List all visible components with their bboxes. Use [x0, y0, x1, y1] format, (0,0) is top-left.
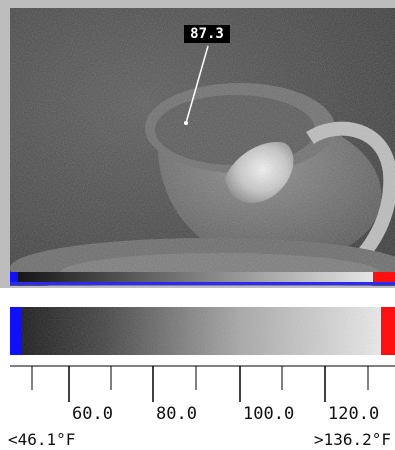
scale-noise: [10, 307, 395, 355]
scale-high-cap: [381, 307, 395, 355]
mini-scale-underline: [10, 282, 395, 285]
spot-temperature-label: 87.3: [184, 25, 230, 43]
tick-label-60: 60.0: [72, 404, 113, 424]
color-scale-graphic: [10, 307, 395, 355]
mini-color-scale: [10, 272, 395, 288]
thermal-scene: [10, 8, 395, 286]
tick-marks: [10, 365, 395, 402]
tick-label-80: 80.0: [156, 404, 197, 424]
mini-scale-gradient: [10, 272, 395, 282]
mini-scale-graphic: [10, 272, 395, 285]
scale-low-cap: [10, 307, 22, 355]
tick-label-100: 100.0: [243, 404, 295, 424]
thermal-image-frame: 87.3: [0, 0, 395, 288]
color-scale-bar: [10, 307, 395, 355]
scale-min-label: <46.1°F: [8, 430, 76, 449]
mini-scale-low-cap: [10, 272, 18, 282]
mini-scale-high-cap: [373, 272, 395, 282]
tick-label-120: 120.0: [328, 404, 380, 424]
scale-ticks: 60.0 80.0 100.0 120.0: [10, 362, 395, 424]
sensor-noise: [10, 8, 395, 286]
spot-pointer-line: [185, 45, 209, 124]
thermal-image: [10, 8, 395, 286]
spot-pointer-dot: [184, 121, 188, 125]
scale-max-label: >136.2°F: [313, 430, 391, 449]
